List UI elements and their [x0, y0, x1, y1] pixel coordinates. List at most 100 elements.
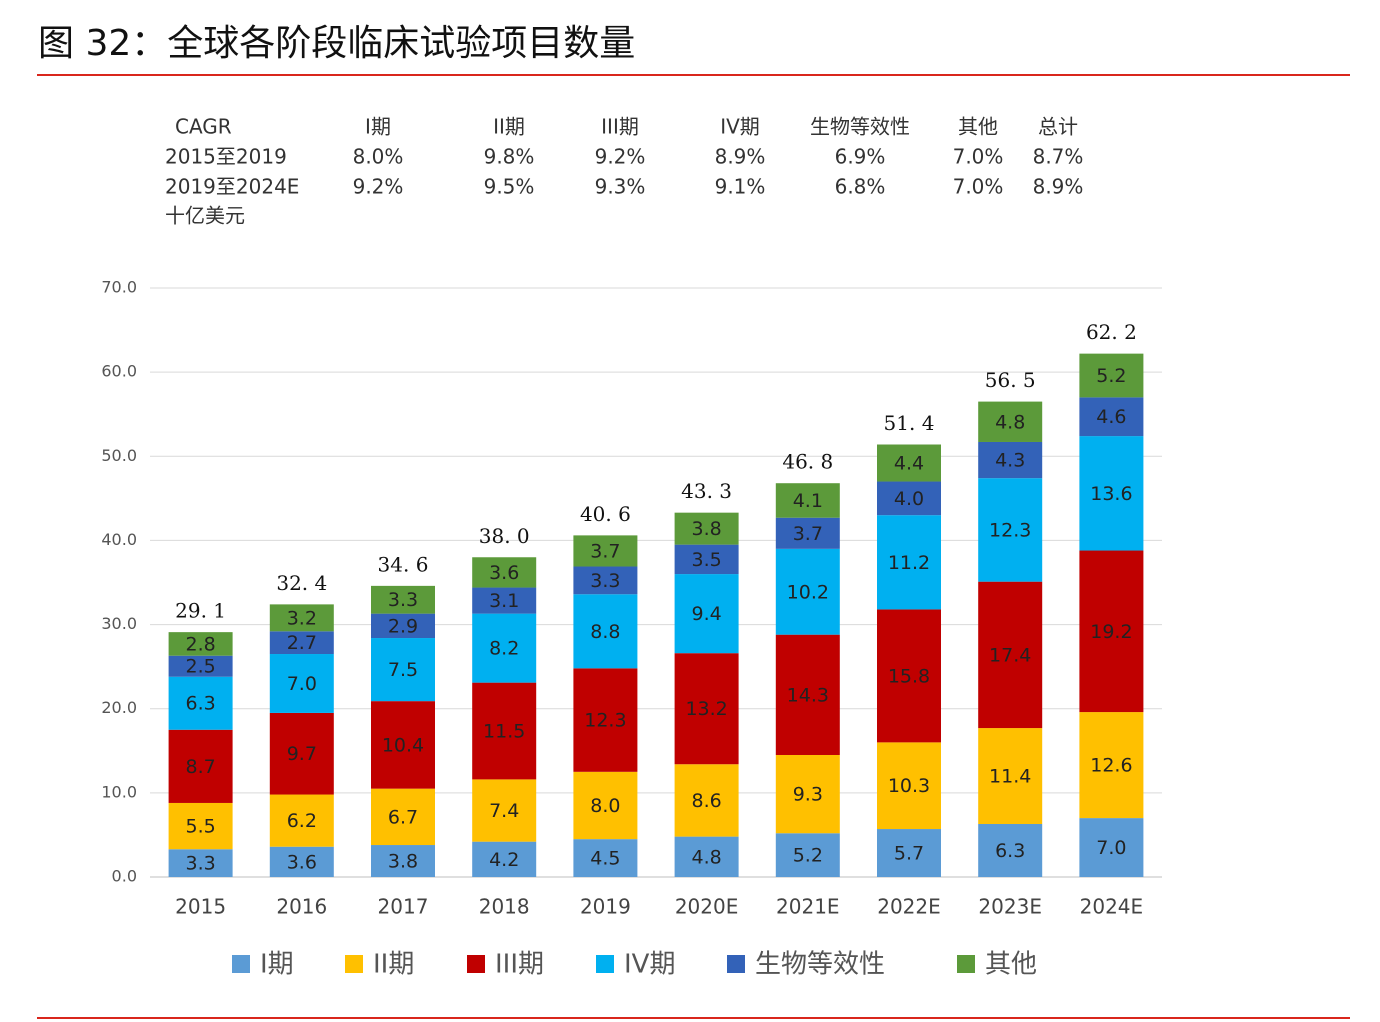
x-tick-label: 2017	[378, 895, 429, 919]
bar-segment	[472, 587, 537, 614]
y-tick-label: 60.0	[101, 362, 137, 381]
value-label: 5.2	[1096, 365, 1126, 387]
value-label: 4.4	[894, 453, 924, 475]
bar-segment	[168, 849, 233, 877]
value-label: 5.5	[185, 816, 215, 838]
table-cell: 9.2%	[353, 175, 404, 199]
bar-segment	[1079, 550, 1144, 713]
bar-segment	[269, 654, 334, 713]
value-label: 3.6	[489, 562, 519, 584]
bar-segment	[877, 515, 941, 610]
total-label: 56. 5	[985, 368, 1036, 392]
value-label: 7.0	[287, 673, 317, 695]
bar-segment	[674, 653, 739, 765]
total-label: 32. 4	[276, 571, 327, 595]
value-label: 10.3	[888, 775, 930, 797]
table-cell: 8.7%	[1033, 145, 1084, 169]
bar-segment	[168, 729, 233, 803]
table-cell: 8.0%	[353, 145, 404, 169]
value-label: 13.6	[1090, 483, 1132, 505]
x-tick-label: 2016	[276, 895, 327, 919]
total-label: 29. 1	[175, 599, 226, 623]
x-tick-label: 2018	[479, 895, 530, 919]
table-cell: 9.1%	[715, 175, 766, 199]
value-label: 4.5	[590, 848, 620, 870]
bar-segment	[472, 682, 537, 780]
table-cell: 8.9%	[1033, 175, 1084, 199]
bar-segment	[978, 401, 1043, 442]
total-label: 40. 6	[580, 502, 631, 526]
bar-segment	[674, 764, 739, 837]
y-tick-label: 20.0	[101, 698, 137, 717]
bar-segment	[775, 483, 840, 518]
bar-segment	[978, 728, 1043, 824]
table-cell: 9.5%	[484, 175, 535, 199]
bar-segment	[472, 779, 537, 842]
value-label: 14.3	[787, 684, 829, 706]
legend-swatch	[596, 955, 614, 973]
total-label: 38. 0	[479, 524, 530, 548]
value-label: 11.2	[888, 552, 930, 574]
value-label: 12.3	[584, 710, 626, 732]
bar-segment	[269, 604, 334, 632]
table-header: 其他	[958, 115, 998, 139]
value-label: 8.6	[691, 790, 721, 812]
value-label: 5.2	[793, 845, 823, 867]
bar-segment	[472, 557, 537, 588]
table-cell: 9.3%	[595, 175, 646, 199]
x-tick-label: 2021E	[776, 895, 840, 919]
value-label: 3.6	[287, 851, 317, 873]
legend-label: II期	[373, 950, 414, 980]
y-tick-label: 30.0	[101, 614, 137, 633]
bar-segment	[371, 613, 435, 639]
value-label: 12.6	[1090, 755, 1132, 777]
legend-label: 生物等效性	[755, 950, 885, 980]
value-label: 11.5	[483, 721, 525, 743]
bar-segment	[168, 802, 233, 850]
bar-segment	[775, 754, 840, 834]
value-label: 4.8	[995, 411, 1025, 433]
bar-segment	[1079, 712, 1144, 819]
y-tick-label: 10.0	[101, 782, 137, 801]
value-label: 4.3	[995, 450, 1025, 472]
value-label: 3.3	[185, 853, 215, 875]
bar-segment	[674, 574, 739, 654]
bar-segment	[371, 701, 435, 789]
bar-segment	[775, 833, 840, 877]
bar-segment	[573, 535, 638, 567]
value-label: 6.3	[185, 693, 215, 715]
value-label: 10.4	[382, 734, 424, 756]
bar-segment	[573, 771, 638, 840]
value-label: 17.4	[989, 644, 1031, 666]
bar-segment	[877, 444, 941, 482]
value-label: 8.2	[489, 638, 519, 660]
bar-segment	[371, 845, 435, 877]
x-tick-label: 2015	[175, 895, 226, 919]
total-label: 43. 3	[681, 479, 732, 503]
legend-label: IV期	[624, 950, 675, 980]
legend-swatch	[345, 955, 363, 973]
legend-swatch	[467, 955, 485, 973]
bar-segment	[269, 846, 334, 877]
bar-segment	[269, 794, 334, 847]
table-cell: 2015至2019	[165, 145, 287, 169]
y-tick-label: 50.0	[101, 446, 137, 465]
total-label: 34. 6	[378, 552, 429, 576]
table-cell: 9.8%	[484, 145, 535, 169]
value-label: 8.7	[185, 756, 215, 778]
total-label: 51. 4	[884, 411, 935, 435]
value-label: 7.0	[1096, 837, 1126, 859]
value-label: 3.3	[388, 589, 418, 611]
table-header: II期	[493, 115, 525, 139]
bar-segment	[168, 655, 233, 677]
bar-segment	[877, 481, 941, 516]
value-label: 11.4	[989, 766, 1031, 788]
chart-title: 图 32：全球各阶段临床试验项目数量	[38, 23, 635, 64]
bar-segment	[1079, 818, 1144, 877]
value-label: 6.3	[995, 840, 1025, 862]
bar-segment	[371, 788, 435, 846]
table-cell: 8.9%	[715, 145, 766, 169]
bar-segment	[573, 839, 638, 877]
value-label: 7.4	[489, 800, 519, 822]
